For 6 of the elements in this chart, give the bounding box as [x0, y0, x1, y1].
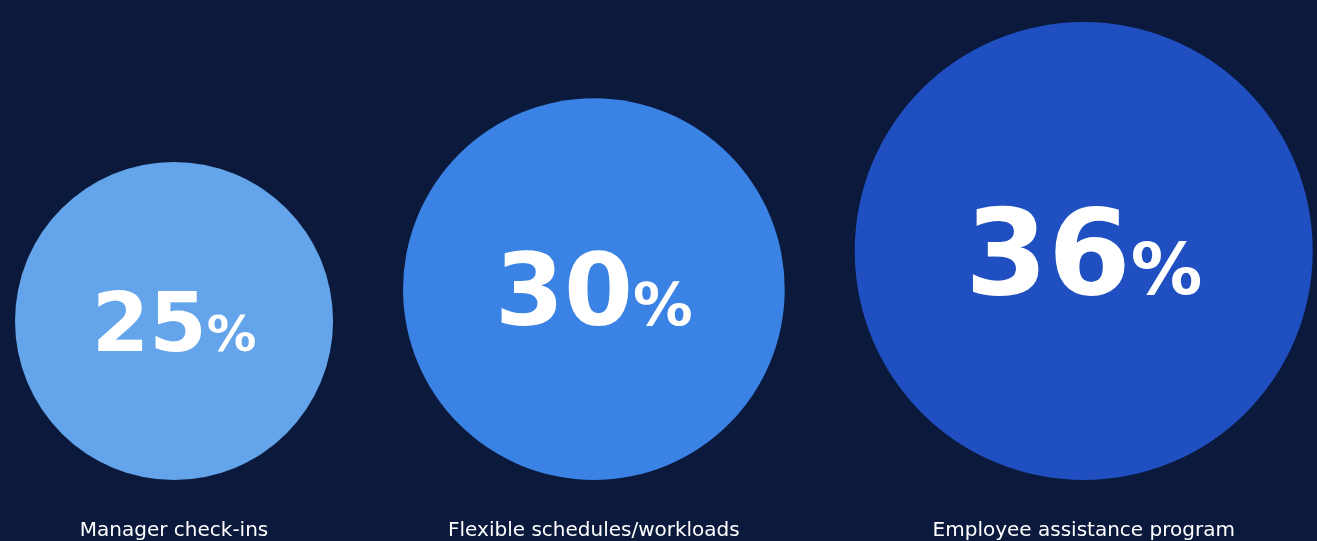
- category-label: Employee assistance program: [932, 517, 1235, 541]
- data-label: 25%: [91, 273, 257, 371]
- data-label: 36%: [965, 182, 1203, 322]
- category-label: Flexible schedules/workloads: [448, 517, 740, 541]
- category-label: Manager check-ins: [79, 517, 269, 541]
- data-label: 30%: [495, 232, 693, 348]
